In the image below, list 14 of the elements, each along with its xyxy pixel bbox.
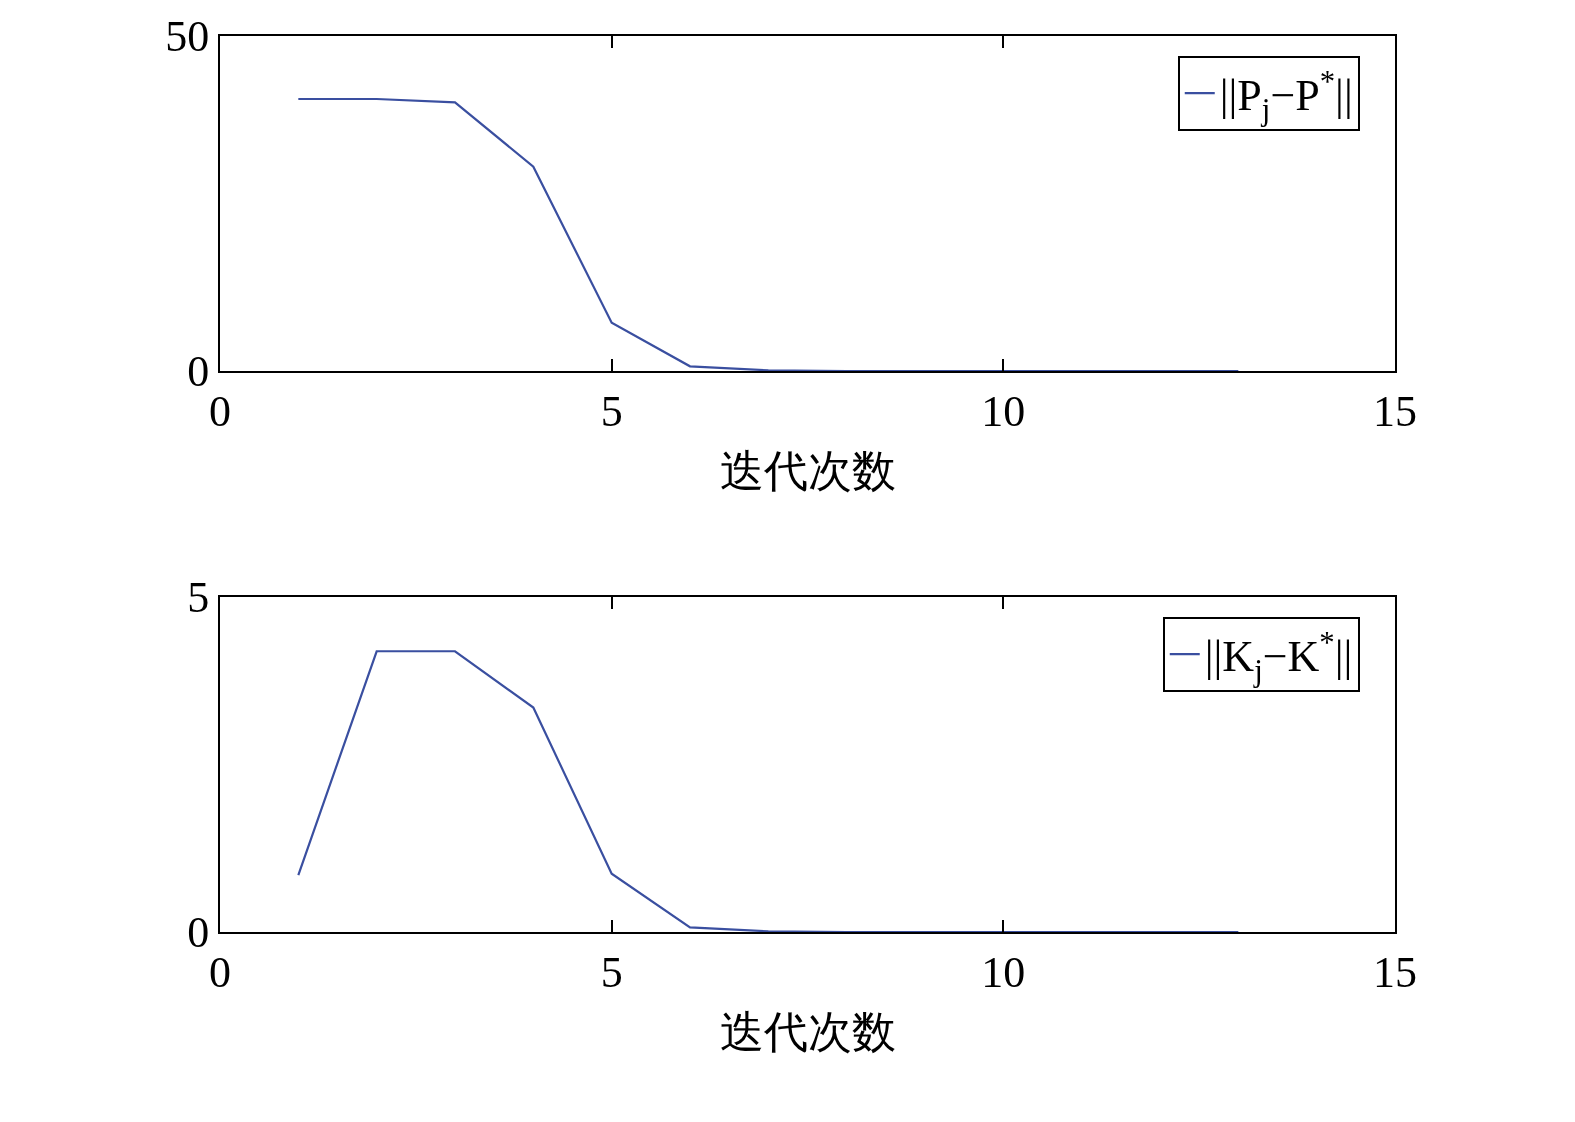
x-tick-label: 15 [1373,947,1417,997]
x-tick-label: 5 [600,386,623,436]
y-tick-label: 0 [187,908,210,958]
y-tick-label: 50 [165,12,210,62]
x-tick-label: 10 [981,386,1026,436]
x-tick-label: 10 [981,947,1026,997]
y-tick-label: 5 [187,573,210,623]
y-tick-label: 0 [187,347,210,397]
x-tick-label: 15 [1373,386,1417,436]
legend-label: ||K$_{j}$−K$^{*}$|| [1204,625,1353,688]
x-tick-label: 5 [600,947,623,997]
legend-label: ||P$_{j}$−P$^{*}$|| [1219,64,1353,127]
x-axis-title: 迭代次数 [719,446,896,496]
x-axis-title: 迭代次数 [719,1007,896,1057]
